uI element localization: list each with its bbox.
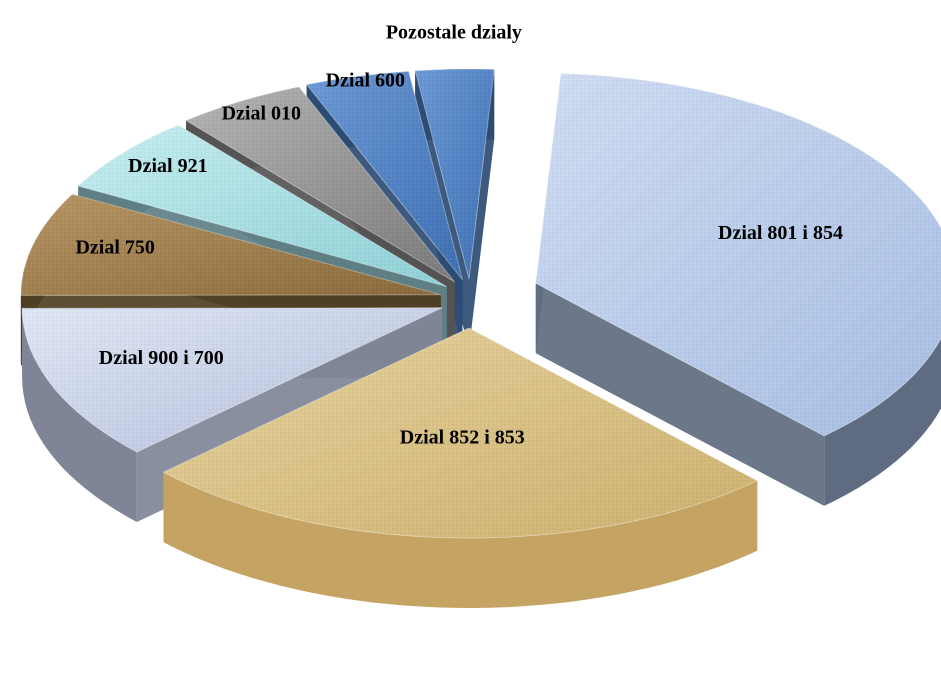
slice-1-outer-wall	[163, 472, 758, 608]
pie-slice-1-texture	[163, 328, 758, 538]
slice-label-2: Dzial 900 i 700	[99, 347, 224, 369]
pie-slice-3-texture	[20, 194, 441, 296]
slice-label-6: Dzial 600	[326, 70, 405, 92]
pie-slice-7-texture	[415, 69, 495, 279]
pie-slice-4-texture	[78, 125, 447, 287]
slice-7-radial-wall-1	[469, 69, 495, 350]
slice-label-0: Dzial 801 i 854	[718, 222, 843, 244]
pie-slice-6-texture	[306, 71, 463, 280]
slice-2-outer-wall	[22, 308, 137, 522]
pie-slice-0-texture	[535, 73, 941, 436]
slice-label-3: Dzial 750	[75, 237, 154, 259]
pie-slice-5-texture	[186, 86, 455, 283]
slice-label-1: Dzial 852 i 853	[400, 426, 525, 448]
slice-label-4: Dzial 921	[128, 155, 207, 177]
slice-label-7: Pozostale dzialy	[386, 22, 522, 44]
pie-slice-2-texture	[22, 307, 443, 452]
slice-0-radial-wall-1	[535, 283, 825, 506]
slice-label-5: Dzial 010	[222, 103, 301, 125]
